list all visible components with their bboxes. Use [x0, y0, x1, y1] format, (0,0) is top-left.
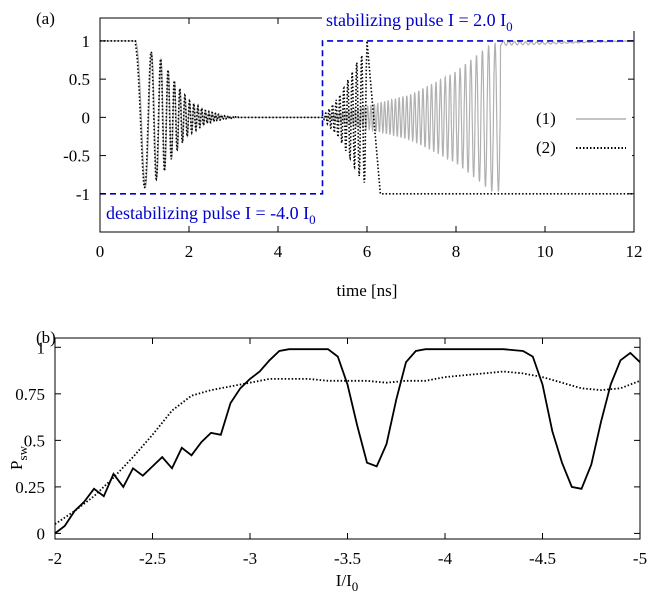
legend-label-1: (1) — [536, 109, 556, 128]
panel-b-y-ticks: 1 0.75 0.5 0.25 0 — [15, 338, 640, 543]
panel-b-y-axis-label: Psw — [7, 445, 30, 470]
panel-b-x-ticks: -2 -2.5 -3 -3.5 -4 -4.5 -5 — [48, 338, 647, 568]
destabilizing-annotation: destabilizing pulse I = -4.0 I0 — [106, 203, 316, 227]
panel-a: (a) 0 2 4 6 8 10 12 1 0.5 0 -0.5 -1 time [ns] stab… — [36, 5, 643, 300]
panel-b: (b) -2 -2.5 -3 -3.5 -4 -4.5 -5 1 0.75 0.5 0.25 0 I… — [7, 328, 647, 594]
panel-a-y-tick-label: 0.5 — [69, 70, 90, 89]
panel-b-y-tick-label: 1 — [37, 338, 46, 357]
legend-bg — [528, 104, 632, 160]
stabilizing-annotation: stabilizing pulse I = 2.0 I0 — [326, 10, 513, 34]
panel-b-y-tick-label: 0.5 — [24, 431, 45, 450]
panel-b-x-tick-label: -3.5 — [334, 549, 361, 568]
legend: (1) (2) — [528, 104, 632, 160]
panel-b-y-axis-label-group: Psw — [7, 445, 30, 470]
panel-b-x-tick-label: -5 — [633, 549, 647, 568]
panel-a-x-tick-label: 12 — [626, 242, 643, 261]
legend-label-2: (2) — [536, 138, 556, 157]
panel-b-x-tick-label: -2.5 — [139, 549, 166, 568]
panel-a-y-tick-label: 0 — [82, 108, 91, 127]
panel-a-label: (a) — [36, 9, 55, 28]
destabilizing-annotation-subscript: 0 — [309, 212, 316, 227]
panel-a-x-tick-label: 8 — [452, 242, 461, 261]
panel-b-x-tick-label: -4 — [438, 549, 453, 568]
panel-b-series — [54, 348, 641, 535]
stabilizing-annotation-subscript: 0 — [506, 19, 513, 34]
panel-b-label: (b) — [36, 328, 56, 347]
panel-b-x-tick-label: -2 — [48, 549, 62, 568]
panel-a-x-tick-label: 0 — [96, 242, 105, 261]
panel-b-series-2-line — [54, 370, 641, 525]
pulse-line — [100, 40, 634, 195]
panel-b-x-axis-label-subscript: 0 — [352, 579, 359, 594]
panel-a-y-tick-label: 1 — [82, 32, 91, 51]
panel-a-x-tick-label: 10 — [537, 242, 554, 261]
series-1-line — [100, 40, 634, 192]
panel-b-frame — [54, 337, 641, 540]
panel-a-x-axis-label: time [ns] — [337, 281, 398, 300]
panel-b-x-tick-label: -4.5 — [529, 549, 556, 568]
panel-a-x-tick-label: 2 — [185, 242, 194, 261]
stabilizing-annotation-text: stabilizing pulse I = 2.0 I — [326, 10, 506, 30]
destabilizing-annotation-text: destabilizing pulse I = -4.0 I — [106, 203, 309, 223]
panel-a-x-ticks: 0 2 4 6 8 10 12 — [96, 18, 643, 261]
panel-b-x-tick-label: -3 — [243, 549, 257, 568]
panel-a-y-tick-label: -1 — [76, 185, 90, 204]
panel-b-y-tick-label: 0.25 — [15, 478, 45, 497]
destabilizing-annotation-bg — [102, 198, 398, 226]
panel-a-series — [100, 40, 634, 195]
panel-b-x-axis-label: I/I0 — [336, 571, 359, 594]
panel-b-y-axis-label-text: P — [7, 460, 26, 469]
panel-b-x-axis-label-text: I/I — [336, 571, 352, 590]
stabilizing-annotation-bg — [322, 5, 636, 31]
panel-a-y-tick-label: -0.5 — [63, 147, 90, 166]
panel-a-y-ticks: 1 0.5 0 -0.5 -1 — [63, 32, 634, 204]
panel-a-x-tick-label: 6 — [363, 242, 372, 261]
series-2-line — [100, 40, 634, 195]
panel-b-series-1-line — [54, 348, 641, 535]
panel-a-x-tick-label: 4 — [274, 242, 283, 261]
panel-b-y-tick-label: 0.75 — [15, 385, 45, 404]
panel-b-y-tick-label: 0 — [37, 524, 46, 543]
panel-b-y-axis-label-subscript: sw — [15, 445, 30, 460]
